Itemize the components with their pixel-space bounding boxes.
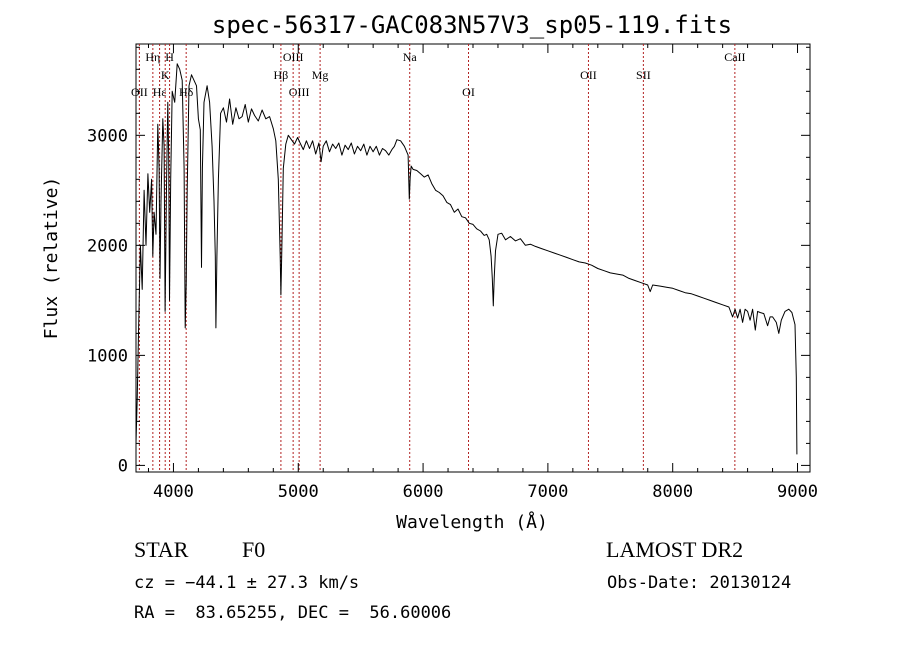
axis-ticks: 4000 5000 6000 7000 8000 9000 0 1000 2000 3000	[87, 44, 818, 502]
y-tick-label: 0	[118, 456, 128, 476]
object-class: STAR	[134, 537, 189, 562]
observation-date: Obs-Date: 20130124	[607, 573, 792, 593]
line-marker-label: Hδ	[179, 85, 194, 99]
x-tick-label: 6000	[403, 482, 444, 502]
line-marker-label: Hβ	[274, 68, 289, 82]
y-tick-label: 2000	[87, 236, 128, 256]
y-tick-label: 3000	[87, 126, 128, 146]
chart-title: spec-56317-GAC083N57V3_sp05-119.fits	[212, 11, 732, 39]
survey-label: LAMOST DR2	[606, 537, 744, 562]
x-tick-label: 5000	[278, 482, 319, 502]
line-marker-label: Hε	[153, 85, 167, 99]
x-tick-label: 7000	[527, 482, 568, 502]
x-axis-label: Wavelength (Å)	[396, 511, 548, 533]
line-marker-label: Mg	[312, 68, 329, 82]
plot-frame	[135, 43, 811, 473]
line-marker-label: OIII	[289, 85, 310, 99]
line-marker-label: CaII	[724, 50, 745, 64]
y-tick-label: 1000	[87, 346, 128, 366]
spectral-subclass: F0	[242, 537, 266, 562]
line-marker-label: SII	[636, 68, 651, 82]
x-tick-label: 8000	[652, 482, 693, 502]
sky-coordinates: RA = 83.65255, DEC = 56.60006	[134, 603, 452, 623]
x-tick-label: 9000	[777, 482, 818, 502]
line-marker-label: OI	[462, 85, 475, 99]
line-marker-label: OII	[131, 85, 148, 99]
line-marker-label: OIII	[283, 50, 304, 64]
line-marker-label: OII	[580, 68, 597, 82]
line-marker-label: H	[165, 50, 174, 64]
y-axis-label: Flux (relative)	[41, 177, 62, 340]
line-marker-label: Na	[403, 50, 418, 64]
x-tick-label: 4000	[153, 482, 194, 502]
line-marker-label: Hη	[145, 50, 160, 64]
spectrum-line	[135, 63, 798, 455]
redshift-info: cz = −44.1 ± 27.3 km/s	[134, 573, 360, 593]
line-marker-label: K	[161, 68, 170, 82]
